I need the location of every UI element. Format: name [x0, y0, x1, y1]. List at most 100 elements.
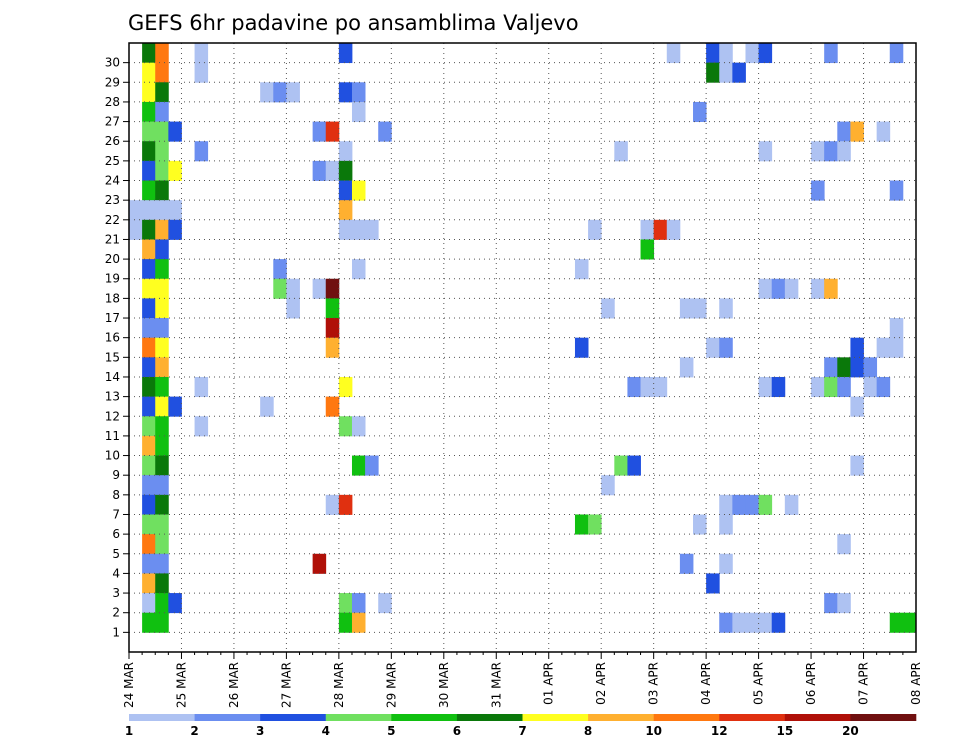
heatmap-cell	[325, 318, 340, 339]
x-tick-label: 31 MAR	[489, 662, 503, 708]
legend-swatch	[391, 714, 458, 721]
x-tick-label: 08 APR	[909, 662, 923, 705]
heatmap-cell	[588, 219, 602, 240]
heatmap-cell	[155, 180, 169, 201]
heatmap-cell	[837, 534, 851, 555]
legend-swatch	[260, 714, 327, 721]
heatmap-cell	[155, 278, 169, 299]
heatmap-cell	[351, 416, 366, 437]
heatmap-cell	[351, 612, 366, 633]
y-tick-label: 19	[105, 272, 120, 286]
heatmap-cell	[706, 43, 720, 64]
heatmap-cell	[719, 514, 733, 535]
heatmap-cell	[784, 494, 799, 515]
heatmap-cell	[273, 278, 287, 299]
heatmap-cell	[155, 593, 169, 614]
heatmap-cell	[168, 121, 182, 142]
heatmap-cell	[155, 160, 169, 181]
heatmap-cell	[338, 376, 353, 398]
heatmap-cell	[758, 612, 773, 633]
heatmap-cell	[338, 141, 353, 162]
heatmap-cell	[142, 180, 156, 201]
heatmap-cell	[194, 62, 209, 83]
heatmap-cell	[142, 416, 156, 437]
y-tick-label: 29	[105, 75, 120, 89]
heatmap-cell	[168, 593, 182, 614]
legend-swatch	[850, 714, 917, 721]
plot-frame	[128, 42, 917, 653]
y-tick-label: 2	[112, 606, 120, 620]
heatmap-cell	[142, 278, 156, 299]
heatmap-cell	[837, 376, 851, 398]
heatmap-cell	[863, 357, 878, 378]
legend-swatch	[194, 714, 261, 721]
heatmap-cell	[286, 82, 300, 103]
y-tick-label: 11	[105, 429, 120, 443]
heatmap-cell	[850, 396, 864, 417]
heatmap-cell	[155, 318, 169, 339]
heatmap-cell	[719, 62, 733, 83]
heatmap-cell	[338, 593, 353, 614]
y-tick-label: 6	[112, 527, 120, 541]
heatmap-cell	[771, 278, 786, 299]
chart-title: GEFS 6hr padavine po ansamblima Valjevo	[128, 11, 579, 35]
y-tick-label: 23	[105, 193, 120, 207]
heatmap-cell	[155, 62, 169, 83]
heatmap-cell	[719, 337, 733, 358]
heatmap-cell	[155, 259, 169, 280]
y-tick-label: 27	[105, 115, 120, 129]
heatmap-cell	[142, 514, 156, 535]
heatmap-cell	[155, 376, 169, 398]
heatmap-cell	[811, 180, 825, 201]
heatmap-cell	[706, 62, 720, 83]
heatmap-cell	[889, 180, 904, 201]
y-tick-label: 9	[112, 468, 120, 482]
heatmap-cell	[811, 141, 825, 162]
heatmap-cell	[601, 298, 615, 319]
heatmap-cell	[168, 219, 182, 240]
heatmap-cell	[129, 219, 143, 240]
heatmap-cell	[640, 239, 655, 260]
heatmap-cell	[142, 219, 156, 240]
heatmap-cell	[679, 357, 694, 378]
heatmap-cell	[142, 435, 156, 456]
heatmap-cell	[155, 553, 169, 574]
heatmap-cell	[693, 514, 707, 535]
heatmap-cell	[719, 553, 733, 574]
y-tick-label: 1	[112, 625, 120, 639]
heatmap-cell	[312, 121, 327, 142]
heatmap-cell	[758, 376, 773, 398]
y-tick-label: 5	[112, 547, 120, 561]
heatmap-cell	[863, 376, 878, 398]
y-tick-label: 12	[105, 409, 120, 423]
heatmap-cell	[706, 573, 720, 594]
heatmap-cell	[155, 43, 169, 64]
heatmap-cell	[325, 298, 340, 319]
heatmap-cell	[142, 337, 156, 358]
legend-swatch	[456, 714, 523, 721]
legend-label: 10	[645, 724, 662, 738]
heatmap-cell	[194, 416, 209, 437]
heatmap-cell	[155, 82, 169, 103]
heatmap-cell	[351, 82, 366, 103]
y-tick-label: 18	[105, 291, 120, 305]
heatmap-cell	[771, 612, 786, 633]
heatmap-cell	[142, 553, 156, 574]
heatmap-cell	[732, 62, 746, 83]
heatmap-cell	[155, 357, 169, 378]
y-tick-label: 7	[112, 507, 120, 521]
heatmap-cell	[758, 278, 773, 299]
x-tick-label: 25 MAR	[175, 662, 189, 708]
heatmap-cell	[719, 43, 733, 64]
heatmap-cell	[876, 337, 891, 358]
heatmap-cell	[194, 376, 209, 398]
heatmap-cell	[338, 612, 353, 633]
heatmap-cell	[155, 534, 169, 555]
heatmap-cell	[876, 121, 891, 142]
heatmap-cell	[745, 494, 759, 515]
heatmap-cell	[732, 612, 746, 633]
legend-swatch	[588, 714, 654, 721]
y-tick-label: 17	[105, 311, 120, 325]
heatmap-cell	[338, 200, 353, 221]
